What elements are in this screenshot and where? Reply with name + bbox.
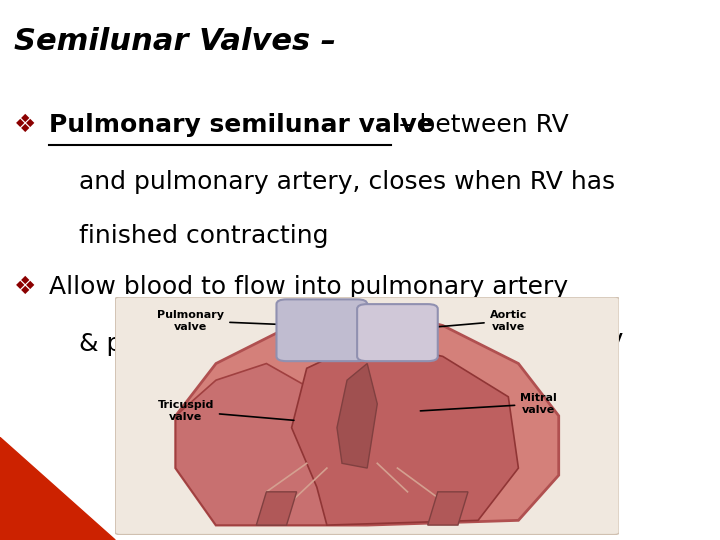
FancyBboxPatch shape [357, 304, 438, 361]
Text: & prevents blood from flowing back into RV: & prevents blood from flowing back into … [79, 332, 623, 356]
Text: finished contracting: finished contracting [79, 224, 329, 248]
Polygon shape [176, 363, 342, 525]
Text: Mitral
valve: Mitral valve [420, 393, 557, 415]
Polygon shape [292, 340, 518, 525]
Text: Aortic
valve: Aortic valve [400, 310, 527, 332]
FancyBboxPatch shape [115, 297, 619, 535]
Polygon shape [337, 363, 377, 468]
Text: Tricuspid
valve: Tricuspid valve [158, 400, 294, 422]
Text: Semilunar Valves –: Semilunar Valves – [14, 27, 336, 56]
FancyBboxPatch shape [276, 299, 367, 361]
Text: Pulmonary semilunar valve: Pulmonary semilunar valve [49, 113, 433, 137]
Text: and pulmonary artery, closes when RV has: and pulmonary artery, closes when RV has [79, 170, 616, 194]
Polygon shape [176, 307, 559, 525]
Polygon shape [0, 437, 115, 540]
Text: Allow blood to flow into pulmonary artery: Allow blood to flow into pulmonary arter… [49, 275, 568, 299]
Polygon shape [256, 492, 297, 525]
Text: ❖: ❖ [14, 113, 37, 137]
Polygon shape [428, 492, 468, 525]
Text: Pulmonary
valve: Pulmonary valve [157, 310, 304, 332]
Text: – between RV: – between RV [391, 113, 569, 137]
Text: ❖: ❖ [14, 275, 37, 299]
